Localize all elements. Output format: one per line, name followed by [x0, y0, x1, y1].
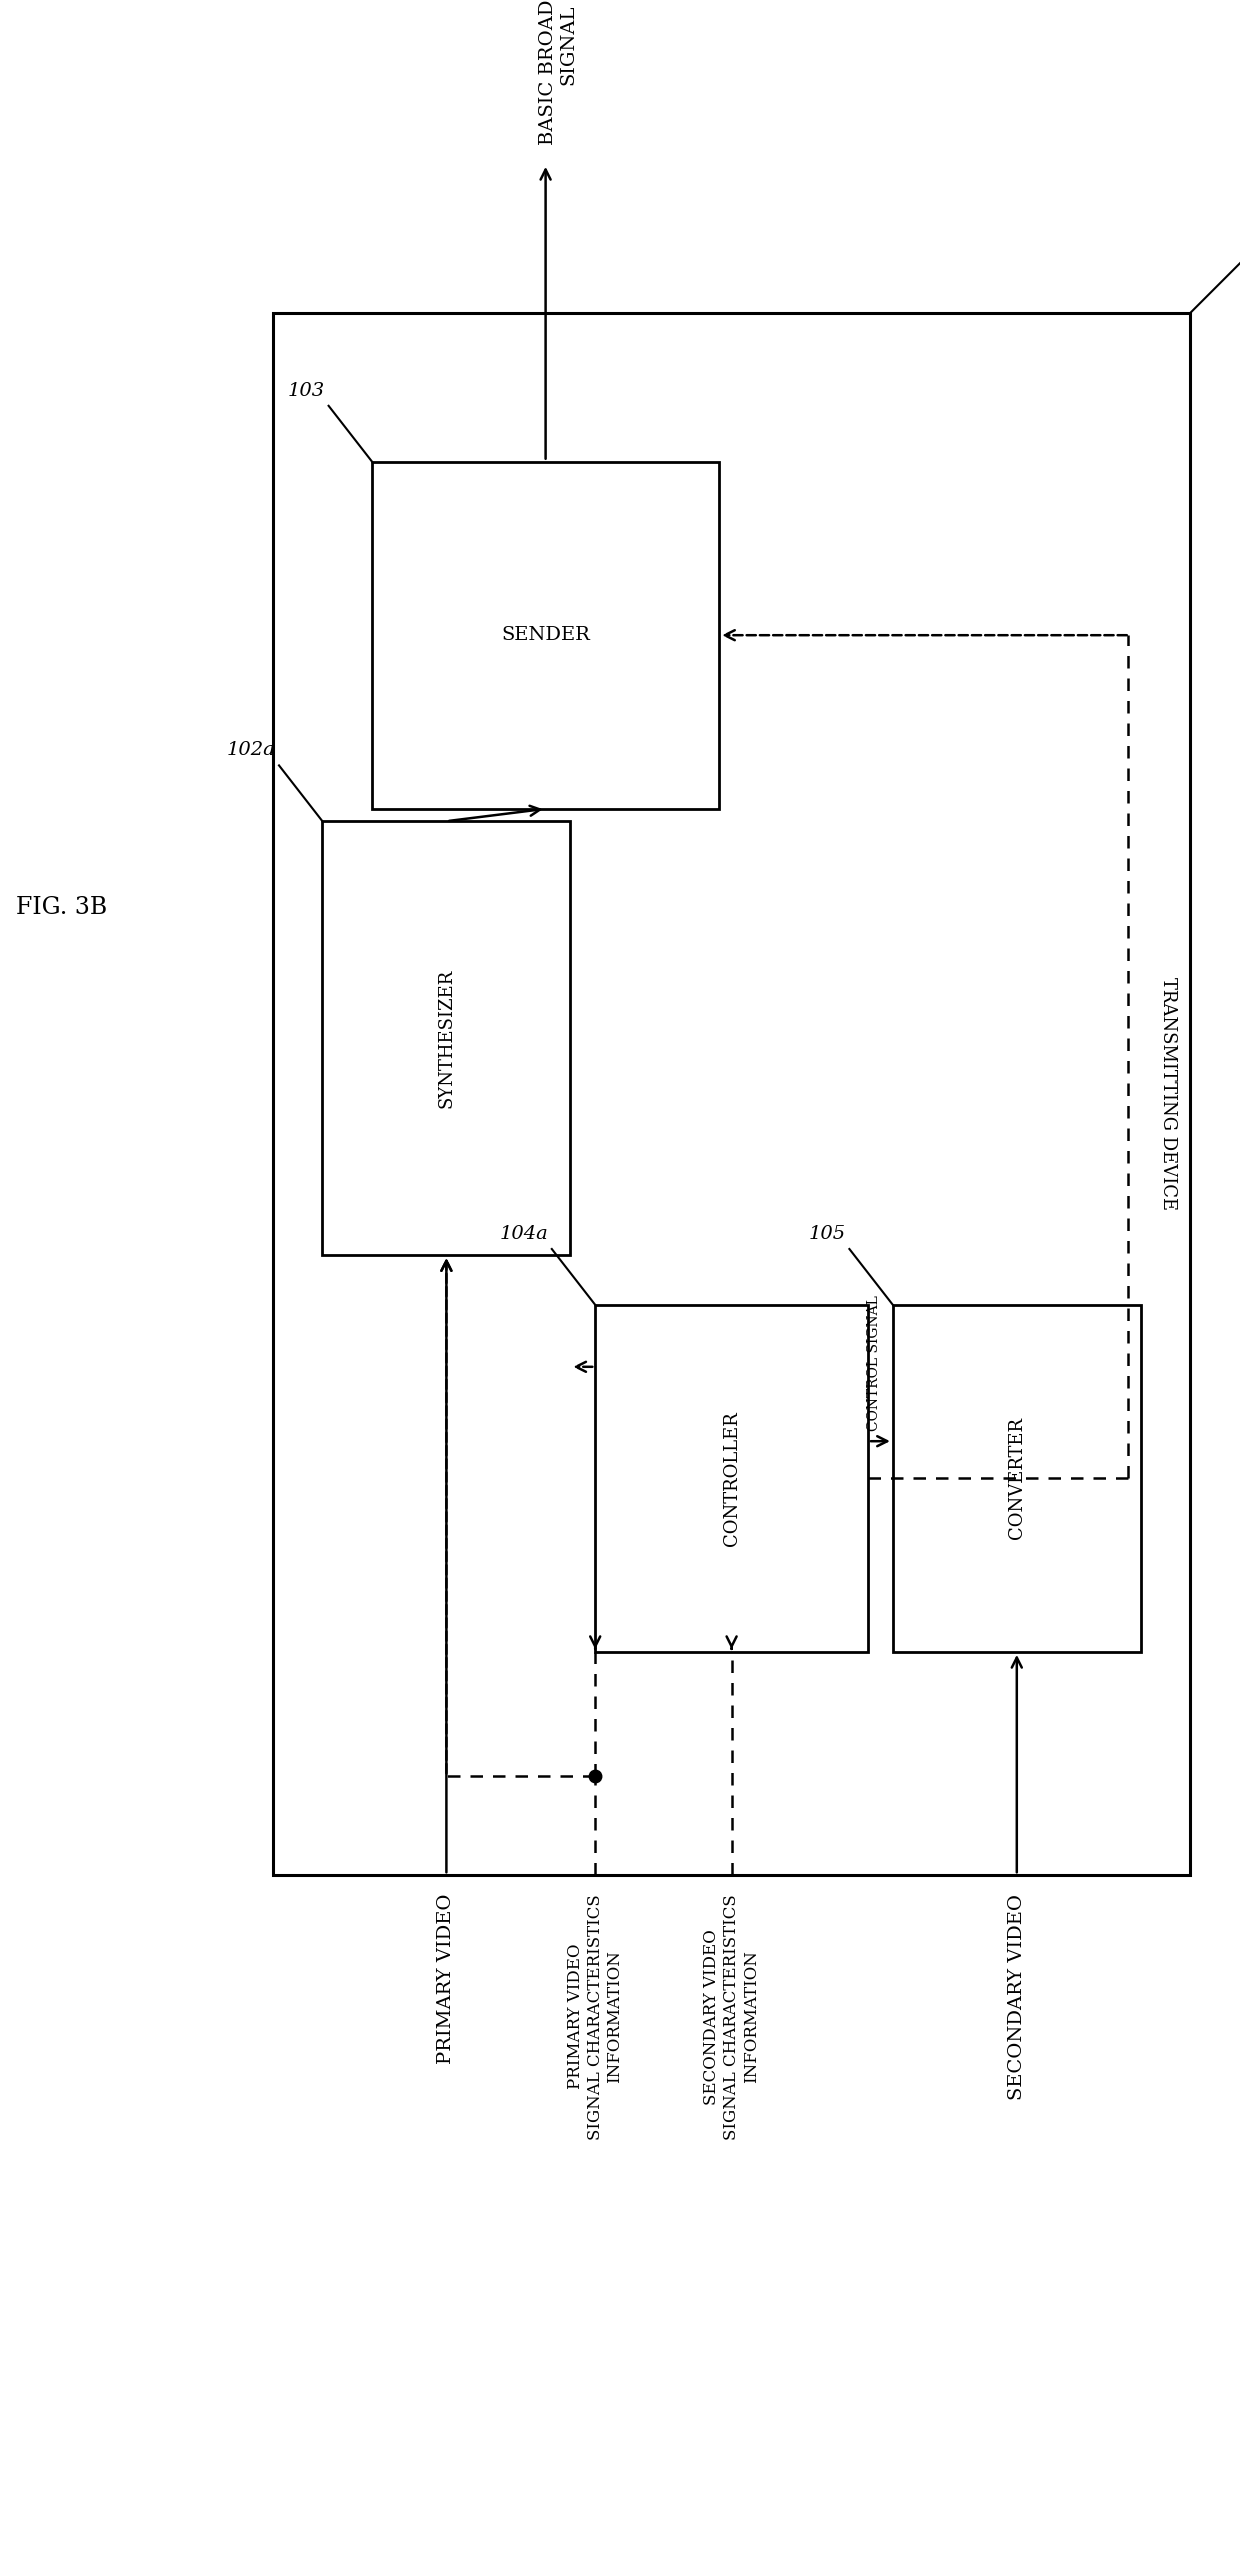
Text: BASIC BROADCAST
SIGNAL: BASIC BROADCAST SIGNAL [538, 0, 578, 146]
Text: SECONDARY VIDEO: SECONDARY VIDEO [1008, 1894, 1025, 2099]
Bar [273, 312, 1190, 1874]
Text: 103: 103 [288, 381, 325, 399]
Text: PRIMARY VIDEO
SIGNAL CHARACTERISTICS
INFORMATION: PRIMARY VIDEO SIGNAL CHARACTERISTICS INF… [567, 1894, 624, 2140]
Text: FIG. 3B: FIG. 3B [16, 896, 108, 919]
Text: PRIMARY VIDEO: PRIMARY VIDEO [438, 1894, 455, 2063]
Text: CONVERTER: CONVERTER [1008, 1418, 1025, 1539]
Text: CONTROLLER: CONTROLLER [723, 1411, 740, 1546]
Text: TRANSMITTING DEVICE: TRANSMITTING DEVICE [1159, 978, 1177, 1211]
Text: 102a: 102a [227, 742, 275, 760]
Text: 105: 105 [808, 1224, 846, 1242]
Text: SYNTHESIZER: SYNTHESIZER [438, 968, 455, 1108]
Text: 104a: 104a [500, 1224, 548, 1242]
Bar [322, 822, 570, 1254]
Bar [372, 461, 719, 809]
Bar [893, 1306, 1141, 1651]
Text: CONTROL SIGNAL: CONTROL SIGNAL [867, 1295, 882, 1431]
Text: SENDER: SENDER [501, 627, 590, 645]
Bar [595, 1306, 868, 1651]
Text: SECONDARY VIDEO
SIGNAL CHARACTERISTICS
INFORMATION: SECONDARY VIDEO SIGNAL CHARACTERISTICS I… [703, 1894, 760, 2140]
